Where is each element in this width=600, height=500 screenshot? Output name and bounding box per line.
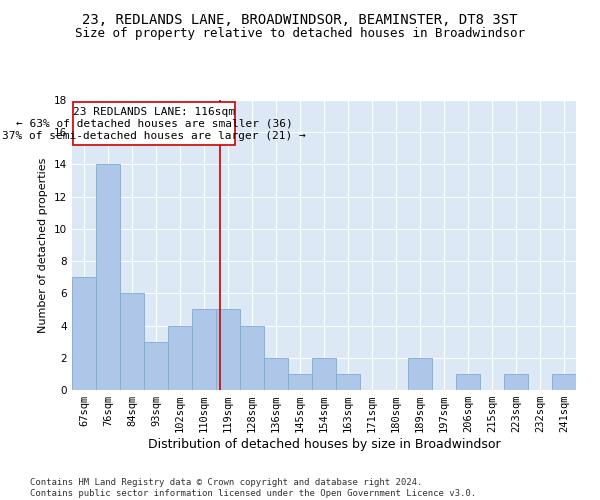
Bar [72,277,96,390]
Text: 23, REDLANDS LANE, BROADWINDSOR, BEAMINSTER, DT8 3ST: 23, REDLANDS LANE, BROADWINDSOR, BEAMINS… [82,12,518,26]
Bar [456,374,480,390]
Bar [192,310,216,390]
Bar [168,326,192,390]
FancyBboxPatch shape [73,102,235,145]
Text: 23 REDLANDS LANE: 116sqm: 23 REDLANDS LANE: 116sqm [73,107,235,117]
Text: Size of property relative to detached houses in Broadwindsor: Size of property relative to detached ho… [75,28,525,40]
Y-axis label: Number of detached properties: Number of detached properties [38,158,49,332]
Bar [216,310,240,390]
X-axis label: Distribution of detached houses by size in Broadwindsor: Distribution of detached houses by size … [148,438,500,451]
Text: Contains HM Land Registry data © Crown copyright and database right 2024.
Contai: Contains HM Land Registry data © Crown c… [30,478,476,498]
Bar [408,358,432,390]
Bar [504,374,528,390]
Bar [336,374,360,390]
Bar [552,374,576,390]
Bar [96,164,120,390]
Text: 37% of semi-detached houses are larger (21) →: 37% of semi-detached houses are larger (… [2,130,306,140]
Bar [264,358,288,390]
Bar [120,294,144,390]
Bar [312,358,336,390]
Bar [240,326,264,390]
Bar [288,374,312,390]
Bar [144,342,168,390]
Text: ← 63% of detached houses are smaller (36): ← 63% of detached houses are smaller (36… [16,119,293,129]
